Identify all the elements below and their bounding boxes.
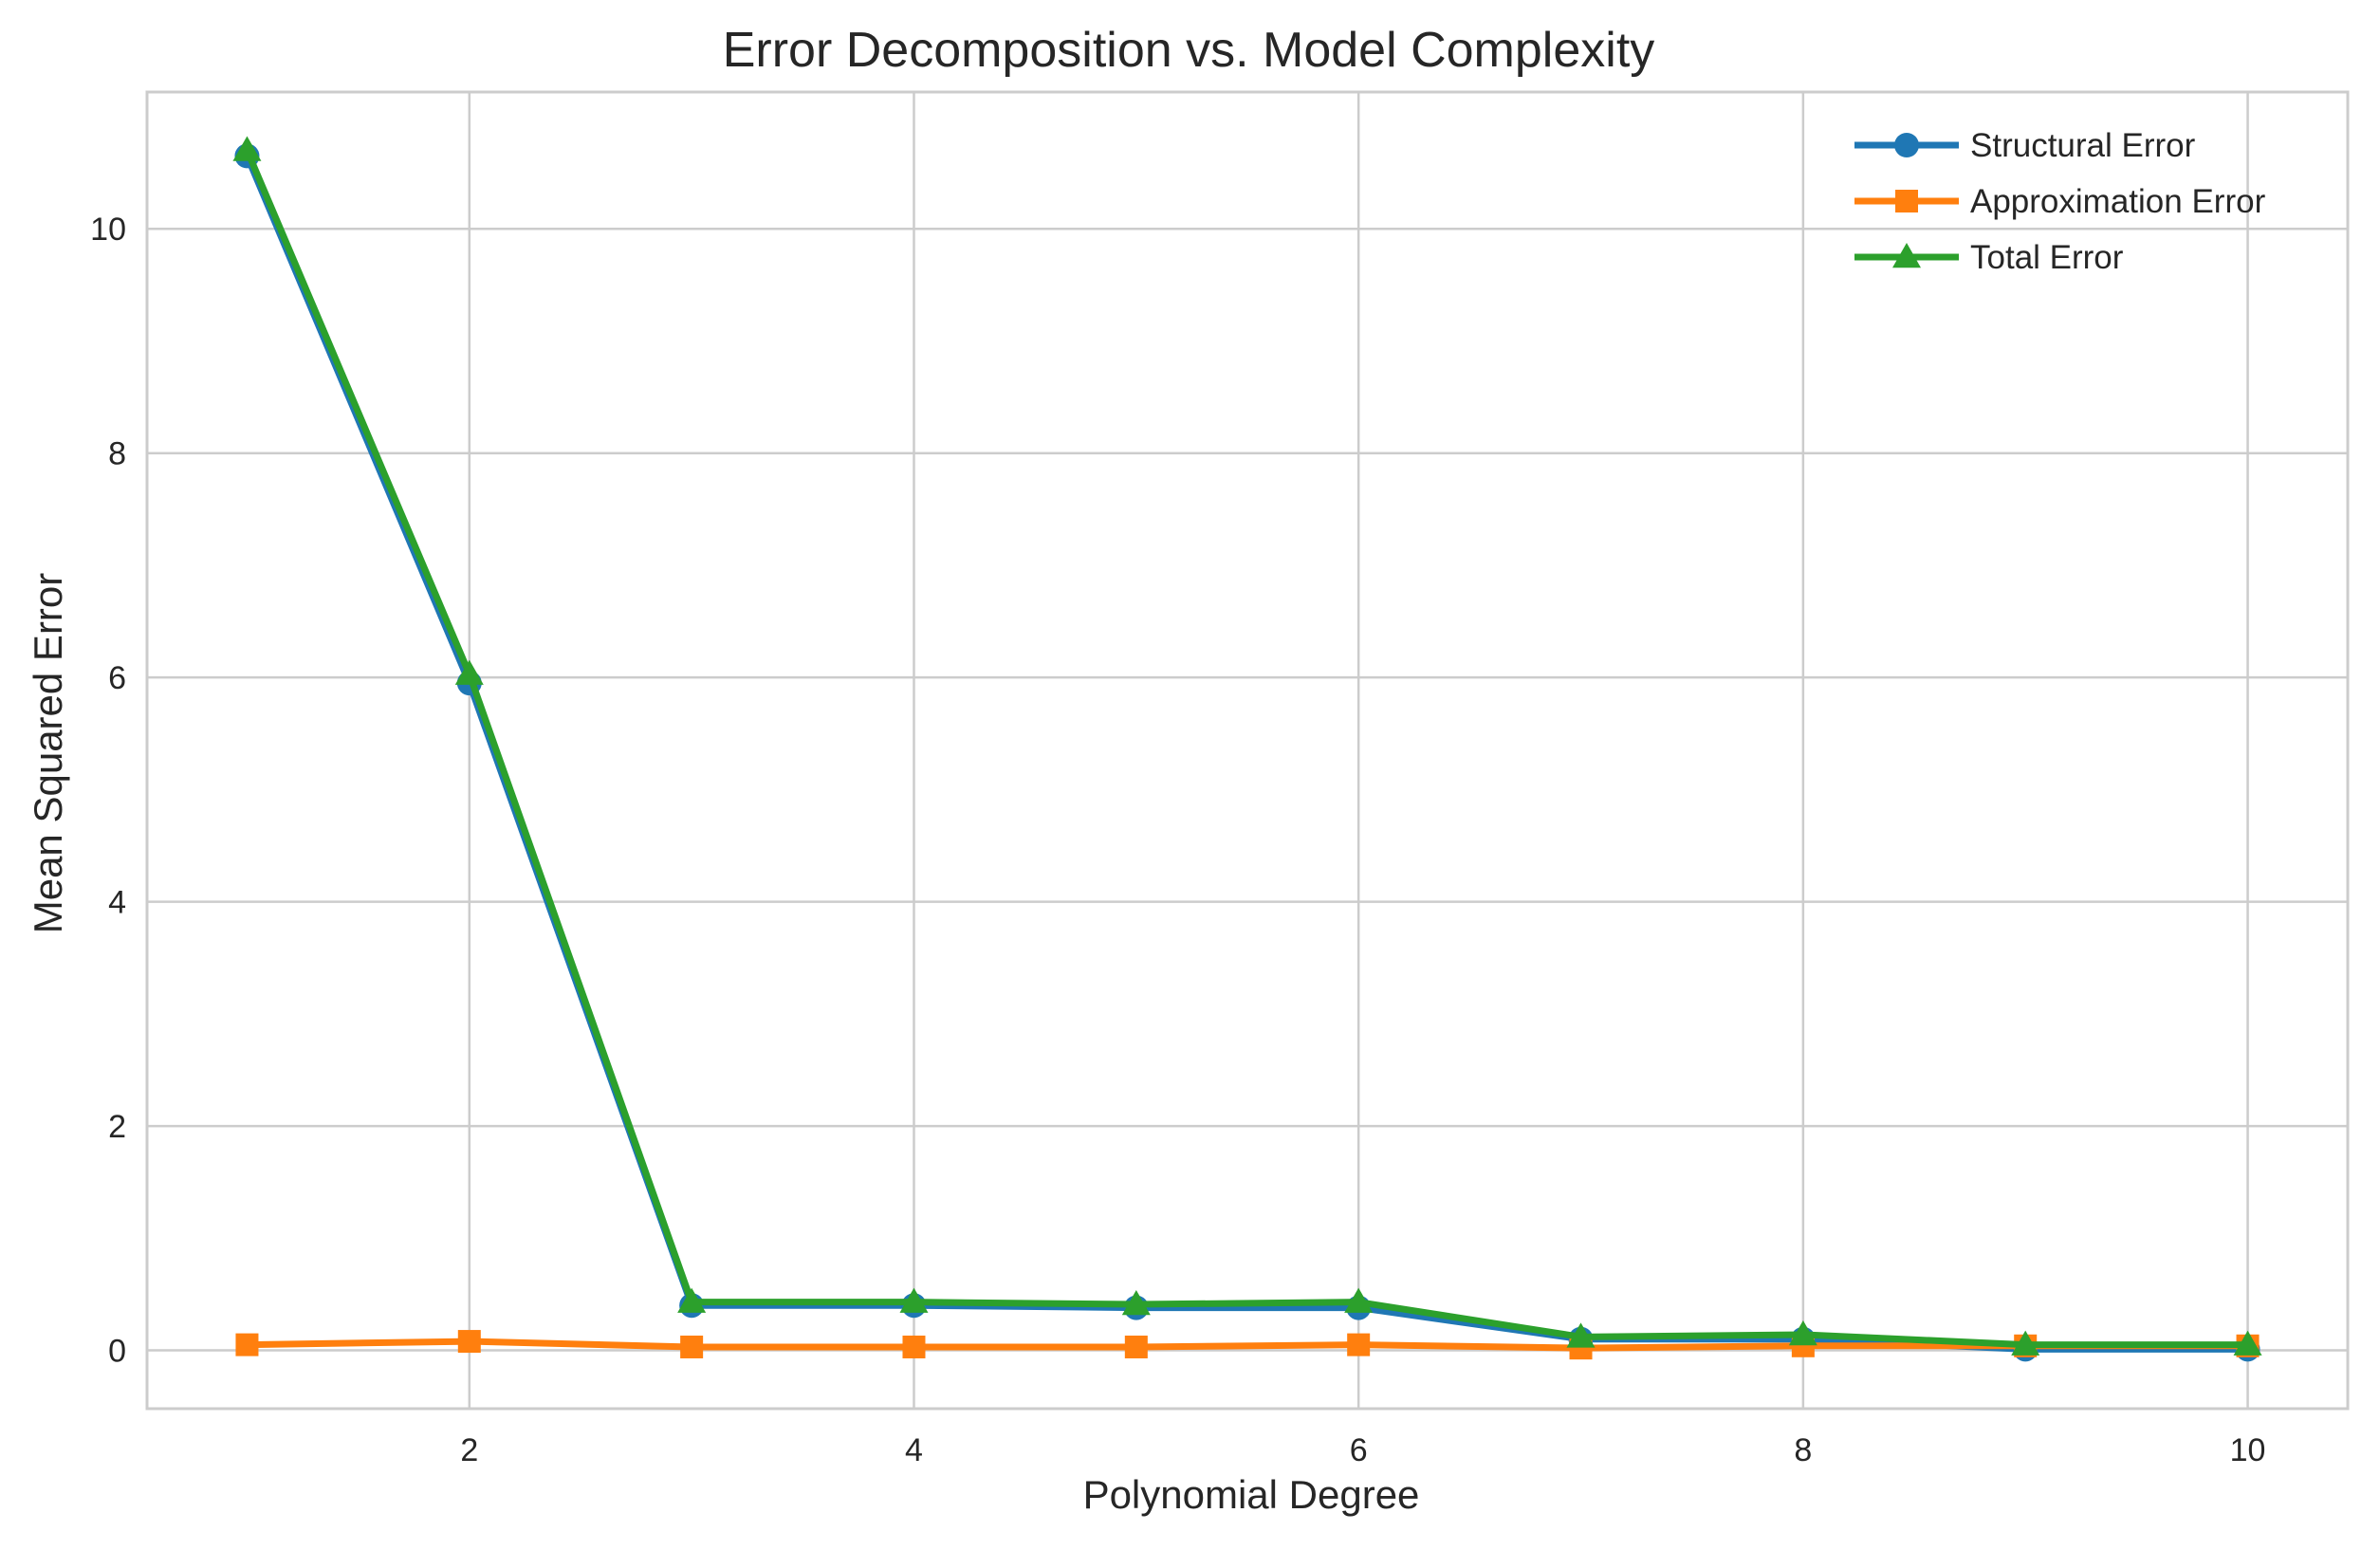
legend-label: Total Error (1970, 239, 2124, 276)
series-2 (235, 1330, 2260, 1360)
data-point (1566, 1322, 1596, 1348)
x-tick-label: 10 (2230, 1432, 2266, 1468)
legend-entry: Structural Error (1854, 127, 2196, 164)
data-point (680, 1335, 704, 1358)
legend-marker (1895, 190, 1918, 212)
legend-label: Approximation Error (1970, 183, 2266, 220)
legend: Structural Error Approximation Error Total… (1854, 127, 2266, 276)
x-tick-label: 4 (905, 1432, 923, 1468)
chart-title: Error Decomposition vs. Model Complexity (723, 23, 1655, 78)
y-tick-label: 4 (108, 885, 126, 921)
data-point (454, 659, 484, 685)
series-3 (232, 136, 2262, 1356)
data-point (232, 136, 262, 161)
data-point (2011, 1330, 2040, 1356)
plot-frame (145, 90, 2350, 1411)
data-point (902, 1335, 926, 1358)
series (232, 136, 2262, 1362)
legend-marker (1892, 243, 1921, 268)
data-point (1121, 1290, 1151, 1316)
data-point (457, 1330, 481, 1354)
data-point (1347, 1333, 1371, 1356)
data-point (1788, 1319, 1817, 1346)
data-point (1344, 1287, 1374, 1313)
series-line (243, 1338, 2252, 1352)
y-tick-label: 8 (108, 436, 126, 472)
data-point (677, 1287, 707, 1313)
y-tick-label: 10 (90, 212, 126, 248)
legend-entry: Total Error (1854, 239, 2124, 276)
x-axis-label: Polynomial Degree (1083, 1472, 1420, 1517)
data-point (235, 1333, 259, 1356)
x-tick-label: 6 (1350, 1432, 1368, 1468)
series-line (243, 146, 2252, 1349)
data-point (2233, 1330, 2262, 1356)
y-tick-label: 0 (108, 1334, 126, 1370)
y-axis-label: Mean Squared Error (26, 573, 70, 934)
legend-marker (1894, 133, 1919, 157)
data-point (899, 1287, 929, 1313)
grid (147, 92, 2348, 1409)
data-point (1124, 1335, 1148, 1358)
y-tick-label: 6 (108, 660, 126, 696)
legend-entry: Approximation Error (1854, 183, 2266, 220)
tick-labels: 2 4 6 8 10 0 2 4 6 8 10 (90, 212, 2265, 1468)
x-tick-label: 2 (460, 1432, 478, 1468)
x-tick-label: 8 (1794, 1432, 1812, 1468)
legend-label: Structural Error (1970, 127, 2196, 164)
y-tick-label: 2 (108, 1109, 126, 1145)
